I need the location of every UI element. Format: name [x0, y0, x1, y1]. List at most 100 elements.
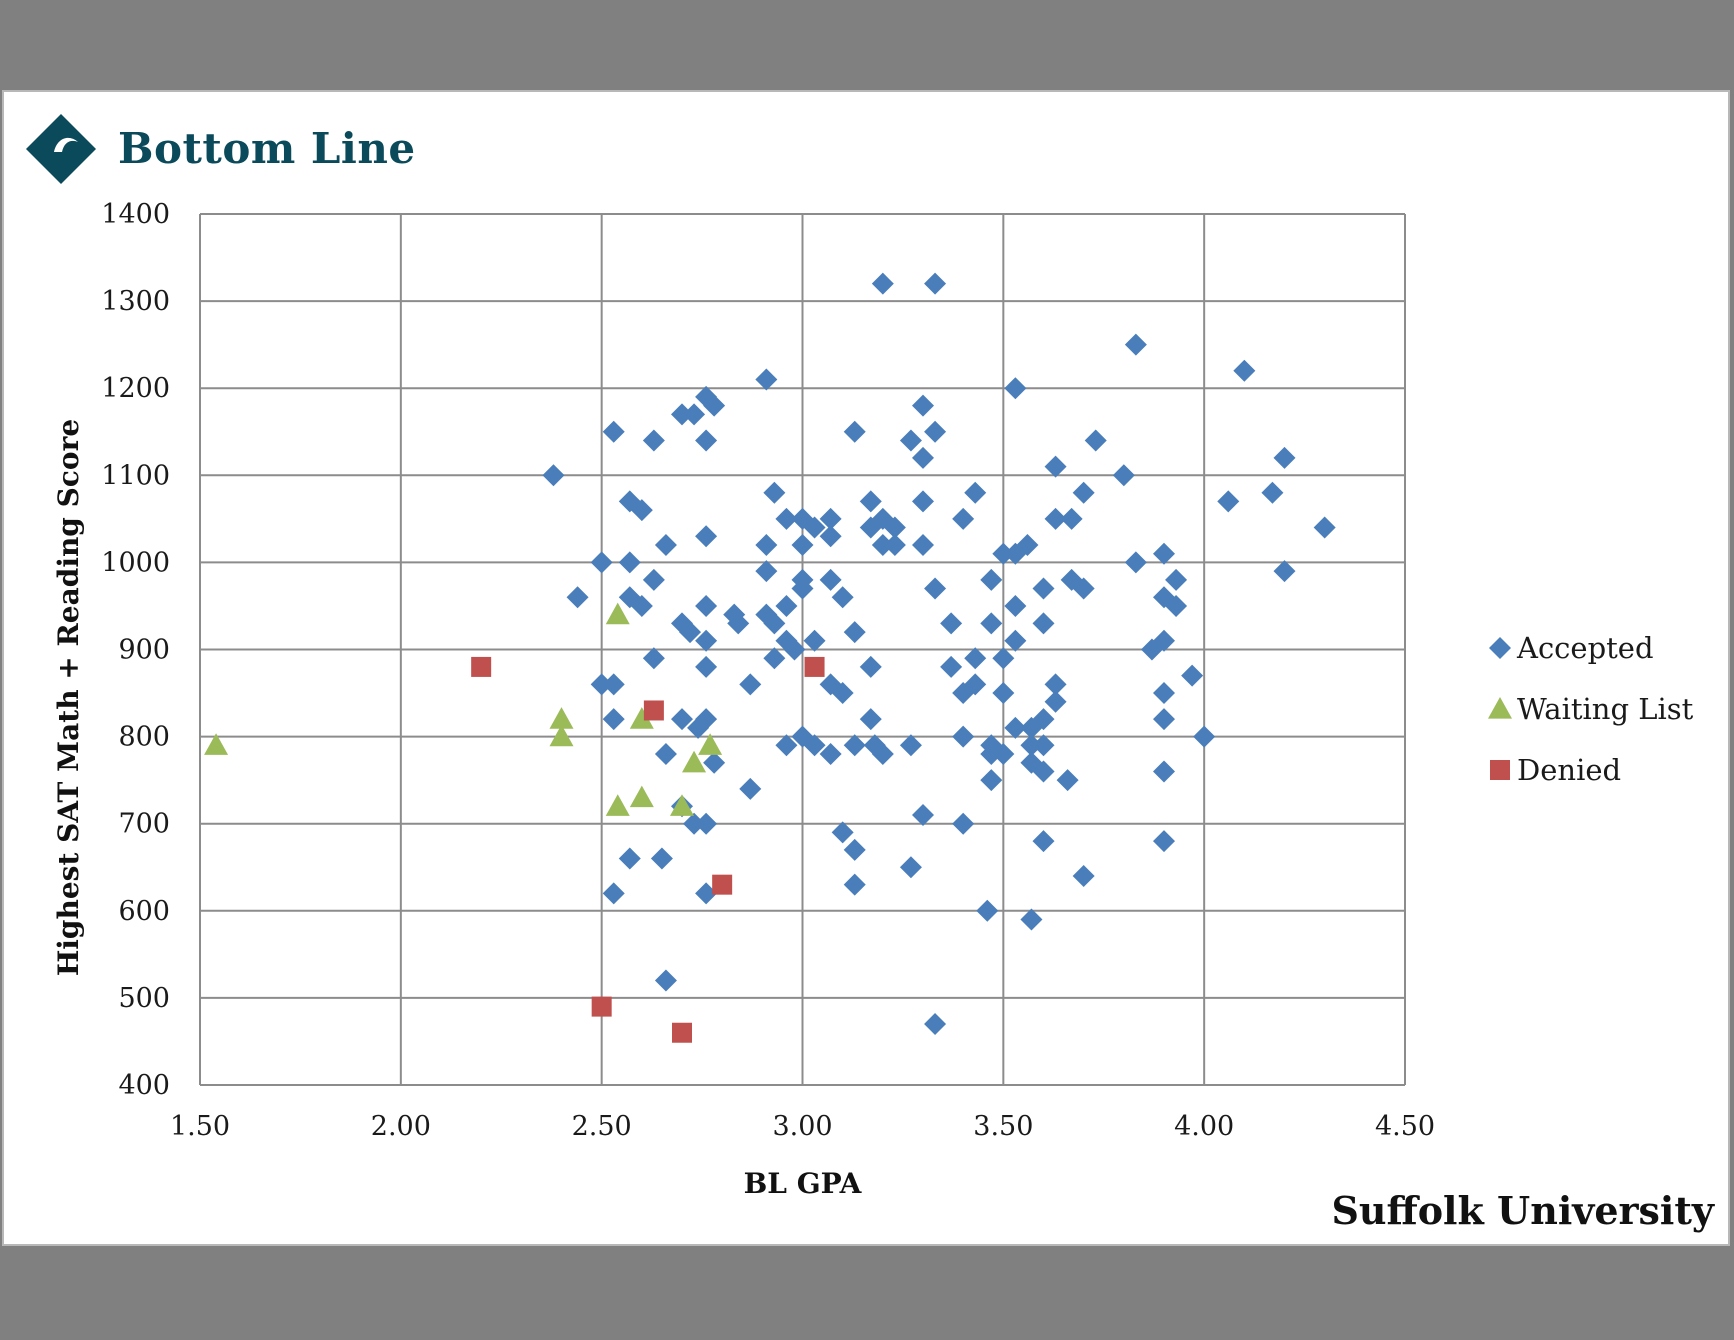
data-point: [1273, 446, 1296, 469]
data-point: [871, 743, 894, 766]
y-tick-labels: 400 500 600 700 800 900 1000 1100 1200 1300 1400: [101, 199, 170, 1101]
data-point: [654, 533, 677, 556]
data-point: [1233, 359, 1256, 382]
data-point: [1044, 690, 1067, 713]
x-axis-title: BL GPA: [744, 1167, 863, 1200]
legend-label: Denied: [1517, 753, 1621, 787]
data-point: [775, 594, 798, 617]
data-point: [912, 446, 934, 469]
y-tick-label: 1300: [101, 286, 170, 317]
data-point: [1072, 864, 1095, 887]
data-point: [783, 638, 806, 661]
data-point: [1165, 568, 1188, 591]
y-tick-label: 600: [118, 896, 170, 927]
data-point: [831, 586, 854, 609]
data-point: [1313, 516, 1336, 539]
data-point: [859, 708, 882, 731]
data-point: [695, 629, 718, 652]
data-point: [952, 507, 975, 530]
data-point: [1032, 612, 1055, 635]
data-point: [695, 882, 718, 905]
y-axis-title: Highest SAT Math + Reading Score: [52, 419, 85, 976]
data-point: [204, 733, 229, 755]
y-tick-label: 1100: [101, 460, 170, 491]
data-point: [843, 734, 866, 757]
data-point: [1032, 708, 1055, 731]
data-point: [695, 708, 718, 731]
series-waiting-list: [204, 602, 723, 816]
y-tick-label: 1000: [101, 547, 170, 578]
data-point: [654, 743, 677, 766]
data-point: [602, 882, 625, 905]
data-point: [763, 647, 786, 670]
chart-grid: [199, 213, 1406, 1086]
data-point: [763, 612, 786, 635]
data-point: [924, 1013, 947, 1036]
data-point: [912, 803, 934, 826]
data-point: [695, 429, 718, 452]
data-point: [629, 707, 654, 729]
data-point: [803, 516, 826, 539]
data-point: [763, 481, 786, 504]
data-point: [618, 847, 641, 870]
data-point: [703, 751, 726, 774]
data-point: [819, 743, 842, 766]
data-point: [695, 655, 718, 678]
data-point: [542, 464, 565, 487]
data-point: [1153, 542, 1175, 565]
data-point: [831, 682, 854, 705]
data-point: [1072, 577, 1095, 600]
data-point: [1124, 551, 1147, 574]
data-point: [727, 612, 750, 635]
data-point: [1153, 760, 1175, 783]
x-tick-label: 4.00: [1174, 1111, 1234, 1142]
data-point: [629, 785, 654, 808]
data-point: [602, 420, 625, 443]
data-point: [1032, 577, 1055, 600]
data-point: [1044, 507, 1067, 530]
data-point: [1032, 734, 1055, 757]
x-tick-label: 1.50: [170, 1111, 230, 1142]
data-point: [819, 525, 842, 548]
y-tick-label: 800: [118, 722, 170, 753]
x-tick-label: 2.00: [371, 1111, 431, 1142]
school-name: Suffolk University: [1331, 1188, 1714, 1233]
data-point: [1020, 908, 1043, 931]
data-point: [1261, 481, 1284, 504]
data-point: [980, 769, 1003, 792]
data-point: [755, 368, 778, 391]
data-point: [843, 621, 866, 644]
x-tick-label: 3.50: [973, 1111, 1033, 1142]
data-point: [591, 996, 612, 1017]
data-point: [549, 724, 574, 747]
series-denied: [471, 656, 825, 1043]
legend-marker: [1488, 697, 1512, 719]
y-tick-label: 400: [118, 1070, 170, 1101]
data-point: [976, 899, 999, 922]
data-point: [698, 733, 723, 755]
data-point: [899, 429, 922, 452]
data-point: [1044, 673, 1067, 696]
data-point: [471, 656, 492, 677]
data-point: [1153, 708, 1175, 731]
data-point: [775, 734, 798, 757]
data-point: [924, 577, 947, 600]
data-point: [899, 856, 922, 879]
data-point: [679, 621, 702, 644]
data-point: [912, 394, 934, 417]
data-point: [670, 794, 694, 816]
data-point: [992, 542, 1015, 565]
data-point: [643, 700, 664, 721]
data-point: [712, 874, 733, 895]
data-point: [1193, 725, 1216, 748]
data-point: [964, 673, 987, 696]
data-point: [1056, 769, 1079, 792]
data-point: [590, 673, 613, 696]
legend-marker: [1489, 637, 1511, 659]
data-point: [952, 812, 975, 835]
data-point: [630, 594, 653, 617]
data-point: [1084, 429, 1107, 452]
data-point: [804, 656, 825, 677]
data-point: [739, 777, 762, 800]
data-point: [859, 490, 882, 513]
